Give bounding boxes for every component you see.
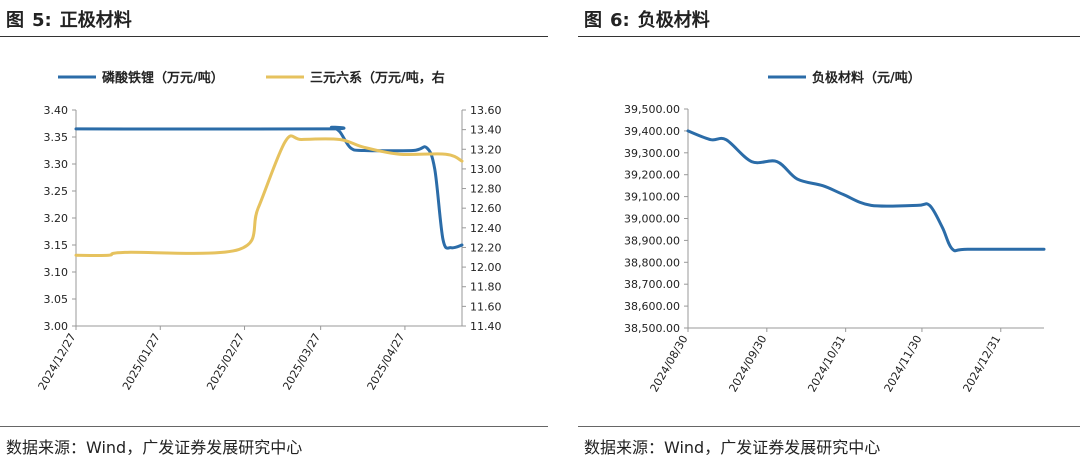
y-tick-label: 38,900.00 [624, 234, 680, 247]
left-y-tick-label: 3.30 [44, 158, 69, 171]
y-tick-label: 38,800.00 [624, 256, 680, 269]
figure-6-bottom-rule [578, 426, 1080, 427]
right-y-tick-label: 13.40 [470, 124, 502, 137]
left-y-tick-label: 3.00 [44, 320, 69, 333]
right-y-tick-label: 13.20 [470, 143, 502, 156]
figure-5-source: 数据来源：Wind，广发证券发展研究中心 [6, 438, 303, 457]
right-y-tick-label: 11.80 [470, 281, 502, 294]
series-line-0 [686, 129, 1046, 253]
figure-6-panel: 图 6: 负极材料 39,500.00 39,400.00 39,300.00 39,20… [578, 0, 1080, 460]
y-tick-label: 38,600.00 [624, 300, 680, 313]
right-y-tick-label: 13.60 [470, 104, 502, 117]
figure-6-top-rule [578, 36, 1080, 37]
x-tick-label: 2025/03/27 [280, 331, 323, 392]
series-line-0 [74, 125, 464, 250]
y-tick-label: 39,300.00 [624, 147, 680, 160]
left-y-tick-label: 3.40 [44, 104, 69, 117]
left-y-tick-label: 3.25 [44, 185, 69, 198]
y-tick-label: 39,500.00 [624, 103, 680, 116]
figure-6-label: 图 [584, 10, 602, 31]
x-tick-label: 2024/08/30 [648, 333, 691, 394]
right-y-tick-label: 12.00 [470, 261, 502, 274]
left-y-tick-label: 3.15 [44, 239, 69, 252]
figure-6-source: 数据来源：Wind，广发证券发展研究中心 [584, 438, 881, 457]
y-tick-label: 39,000.00 [624, 213, 680, 226]
left-y-tick-label: 3.35 [44, 131, 69, 144]
y-tick-label: 38,700.00 [624, 278, 680, 291]
right-y-tick-label: 11.60 [470, 300, 502, 313]
right-y-tick-label: 12.40 [470, 222, 502, 235]
x-tick-label: 2025/02/27 [204, 331, 247, 392]
right-y-tick-label: 12.20 [470, 241, 502, 254]
right-y-tick-label: 12.60 [470, 202, 502, 215]
x-tick-label: 2024/12/31 [960, 333, 1003, 394]
legend-label-0: 负极材料（元/吨） [812, 70, 921, 86]
left-y-tick-label: 3.20 [44, 212, 69, 225]
figure-6-header: 图 6: 负极材料 [584, 6, 718, 32]
figure-6-title: 负极材料 [637, 10, 710, 31]
series-line-1 [74, 134, 464, 258]
right-y-tick-label: 11.40 [470, 320, 502, 333]
figure-5-header: 图 5: 正极材料 [6, 6, 140, 32]
legend-label-1: 三元六系（万元/吨，右 [310, 70, 445, 86]
figure-5-number: 5: [32, 10, 52, 31]
legend-label-0: 磷酸铁锂（万元/吨） [102, 70, 224, 86]
y-tick-label: 39,200.00 [624, 169, 680, 182]
x-tick-label: 2025/01/27 [120, 331, 163, 392]
x-tick-label: 2024/10/31 [805, 333, 848, 394]
figure-6-chart: 39,500.00 39,400.00 39,300.00 39,200.00 39,1… [624, 70, 1046, 394]
figure-5-bottom-rule [0, 426, 548, 427]
figure-5-panel: 图 5: 正极材料 3.40 3.35 3.30 3.25 3.20 3.15 3.10 3.05… [0, 6, 548, 457]
x-tick-label: 2024/12/27 [36, 331, 79, 392]
figure-5-top-rule [0, 36, 548, 37]
left-y-tick-label: 3.05 [44, 293, 69, 306]
y-tick-label: 39,400.00 [624, 125, 680, 138]
figure-5-chart: 3.40 3.35 3.30 3.25 3.20 3.15 3.10 3.05 3.00 13.6… [36, 70, 502, 392]
y-tick-label: 38,500.00 [624, 322, 680, 335]
x-tick-label: 2024/09/30 [726, 333, 769, 394]
y-tick-label: 39,100.00 [624, 191, 680, 204]
left-y-tick-label: 3.10 [44, 266, 69, 279]
figure-5-title: 正极材料 [59, 10, 132, 31]
right-y-tick-label: 13.00 [470, 163, 502, 176]
x-tick-label: 2024/11/30 [882, 333, 925, 394]
figure-6-number: 6: [610, 10, 630, 31]
right-y-tick-label: 12.80 [470, 183, 502, 196]
figure-5-label: 图 [6, 10, 24, 31]
x-tick-label: 2025/04/27 [365, 331, 408, 392]
